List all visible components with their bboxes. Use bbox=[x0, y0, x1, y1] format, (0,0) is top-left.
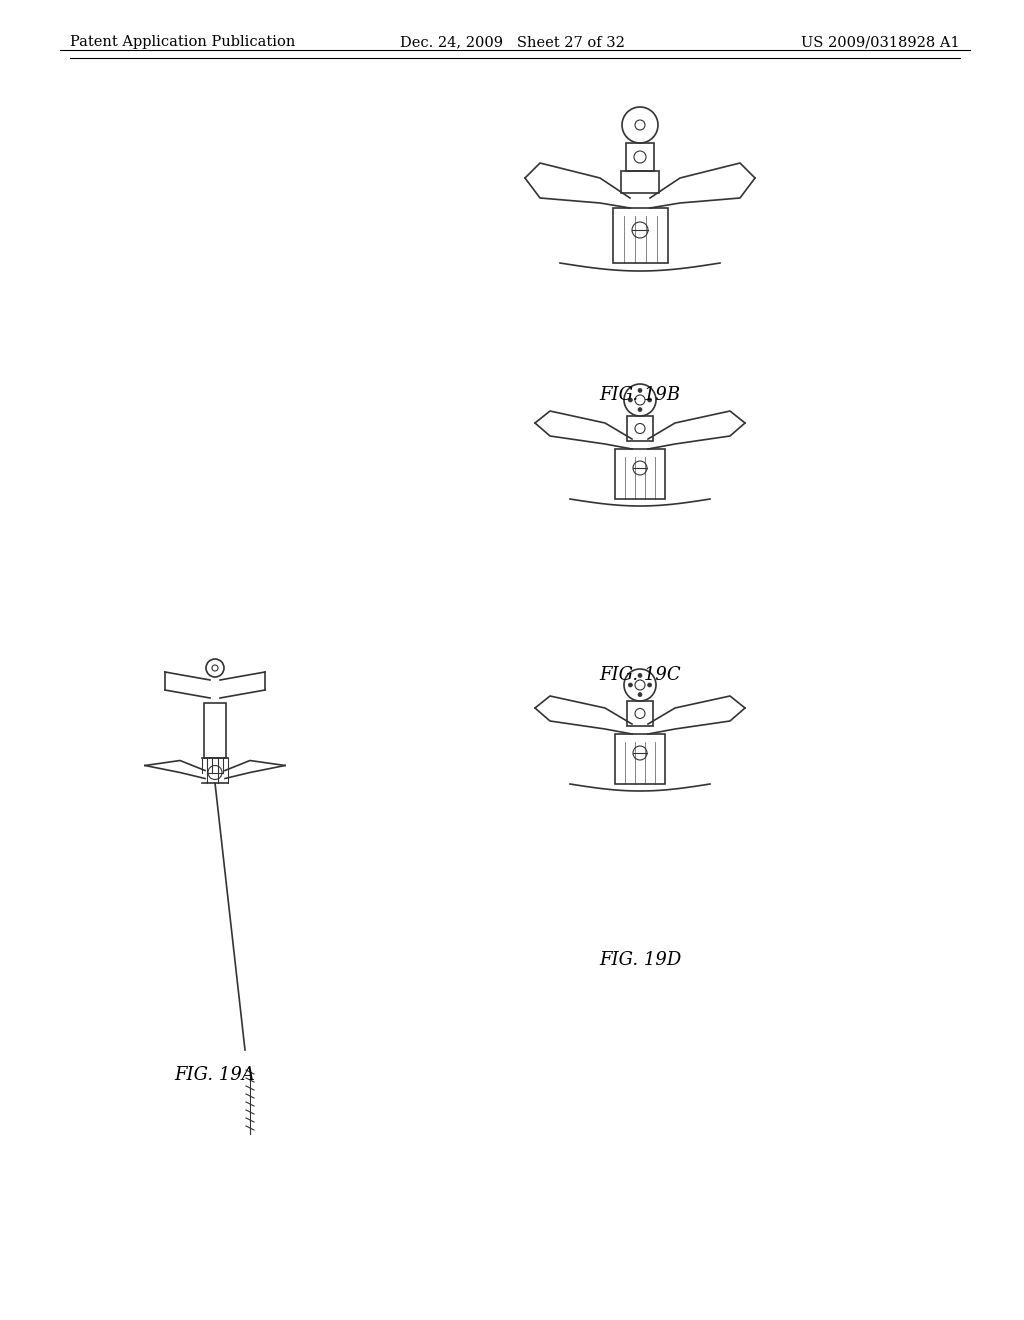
Circle shape bbox=[647, 682, 651, 686]
Bar bbox=[627, 416, 653, 441]
Bar bbox=[627, 701, 653, 726]
Text: Dec. 24, 2009   Sheet 27 of 32: Dec. 24, 2009 Sheet 27 of 32 bbox=[399, 36, 625, 49]
Bar bbox=[621, 172, 659, 193]
Circle shape bbox=[629, 399, 633, 403]
Bar bbox=[204, 704, 226, 758]
Circle shape bbox=[638, 693, 642, 697]
Bar bbox=[626, 143, 654, 172]
Bar bbox=[615, 449, 665, 499]
Bar bbox=[615, 734, 665, 784]
Text: FIG. 19A: FIG. 19A bbox=[174, 1067, 255, 1084]
Text: US 2009/0318928 A1: US 2009/0318928 A1 bbox=[802, 36, 961, 49]
Bar bbox=[612, 209, 668, 263]
Circle shape bbox=[638, 408, 642, 412]
Text: FIG. 19C: FIG. 19C bbox=[599, 667, 681, 684]
Text: FIG. 19B: FIG. 19B bbox=[599, 385, 681, 404]
Text: Patent Application Publication: Patent Application Publication bbox=[70, 36, 295, 49]
Circle shape bbox=[647, 399, 651, 403]
Circle shape bbox=[638, 388, 642, 392]
Circle shape bbox=[629, 682, 633, 686]
Circle shape bbox=[638, 673, 642, 677]
Text: FIG. 19D: FIG. 19D bbox=[599, 950, 681, 969]
